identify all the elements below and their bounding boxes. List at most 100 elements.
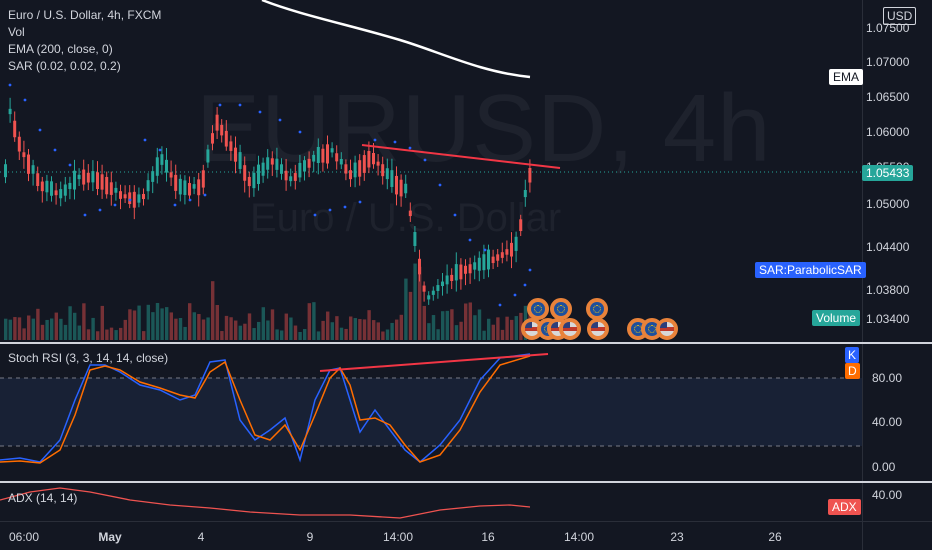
volume-bar <box>321 320 325 340</box>
candle-body <box>238 152 242 169</box>
candle-body <box>266 157 270 170</box>
candle-body <box>215 114 219 131</box>
volume-bar <box>298 331 302 340</box>
volume-bar <box>358 319 362 340</box>
us-flag-icon[interactable] <box>656 318 678 340</box>
adx-tick: 40.00 <box>872 488 903 502</box>
volume-bar <box>326 311 330 340</box>
us-flag-icon[interactable] <box>587 318 609 340</box>
candle-body <box>436 285 440 291</box>
candle-body <box>280 164 283 174</box>
volume-bar <box>473 315 477 340</box>
volume-bar <box>201 319 206 340</box>
candle-body <box>229 141 233 151</box>
candle-body <box>128 192 132 205</box>
symbol-title[interactable]: Euro / U.S. Dollar, 4h, FXCM <box>8 8 162 22</box>
volume-bar <box>519 312 523 340</box>
volume-bar <box>91 317 95 340</box>
candle-body <box>252 172 256 189</box>
price-tick: 1.07500 <box>866 21 910 35</box>
volume-bar <box>119 327 123 340</box>
candle-body <box>431 290 435 295</box>
candle-body <box>257 164 260 185</box>
main-legend: Euro / U.S. Dollar, 4h, FXCM Vol EMA (20… <box>8 7 161 75</box>
candle-body <box>303 160 306 172</box>
volume-bar <box>454 325 459 340</box>
candle-body <box>326 144 329 164</box>
stoch-tick: 80.00 <box>872 371 903 385</box>
stoch-tick: 40.00 <box>872 415 903 429</box>
volume-bar <box>482 330 486 340</box>
currency-button[interactable]: USD <box>883 7 917 25</box>
volume-bar <box>132 310 137 340</box>
volume-bar <box>234 320 238 340</box>
volume-bar <box>376 322 380 340</box>
volume-bar <box>459 321 463 340</box>
volume-bar <box>73 312 77 340</box>
volume-bar <box>464 303 468 340</box>
candle-body <box>321 148 325 163</box>
candle-body <box>155 157 159 176</box>
sar-legend[interactable]: SAR (0.02, 0.02, 0.2) <box>8 59 121 73</box>
sar-dot <box>453 213 457 217</box>
volume-bar <box>238 325 242 340</box>
volume-bar <box>330 322 334 340</box>
candle-body <box>344 164 348 174</box>
adx-legend[interactable]: ADX (14, 14) <box>8 491 78 505</box>
us-flag-icon[interactable] <box>559 318 581 340</box>
volume-bar <box>215 304 219 340</box>
sar-dot <box>408 146 412 150</box>
volume-bar <box>422 305 426 340</box>
volume-bar <box>390 322 394 340</box>
volume-bar <box>431 315 436 340</box>
volume-bar <box>413 263 417 340</box>
vol-legend[interactable]: Vol <box>8 25 25 39</box>
volume-bar <box>220 331 224 340</box>
candle-body <box>192 184 196 189</box>
sar-dot <box>238 103 242 107</box>
candle-body <box>132 191 136 208</box>
sar-dot <box>98 208 102 212</box>
volume-bar <box>284 313 288 340</box>
sar-dot <box>343 205 347 209</box>
volume-bar <box>155 302 160 340</box>
candle-body <box>372 152 375 165</box>
volume-bar <box>252 328 256 340</box>
time-label: 4 <box>197 530 205 544</box>
volume-bar <box>82 303 86 340</box>
sar-dot <box>328 208 332 212</box>
stoch-d-line <box>0 355 531 464</box>
candle-body <box>413 232 417 246</box>
candle-body <box>307 158 311 168</box>
eu-flag-icon[interactable] <box>586 298 608 320</box>
sar-dot <box>513 293 517 297</box>
eu-flag-icon[interactable] <box>527 298 549 320</box>
volume-bar <box>385 329 390 340</box>
volume-bar <box>266 320 270 340</box>
candle-body <box>59 189 63 199</box>
stoch-legend[interactable]: Stoch RSI (3, 3, 14, 14, close) <box>8 351 169 365</box>
candle-body <box>178 178 182 195</box>
ema-legend[interactable]: EMA (200, close, 0) <box>8 42 113 56</box>
candle-body <box>450 274 454 281</box>
candle-body <box>50 181 53 196</box>
volume-bar <box>261 307 265 340</box>
volume-bar <box>270 309 275 340</box>
price-tick: 1.05000 <box>866 197 910 211</box>
volume-bar <box>395 319 399 340</box>
eu-flag-icon[interactable] <box>550 298 572 320</box>
candle-body <box>183 180 187 195</box>
pane-separator-stoch[interactable] <box>0 481 932 483</box>
candle-body <box>206 149 210 163</box>
candle-body <box>298 162 302 178</box>
volume-bar <box>491 324 495 340</box>
candle-body <box>114 187 118 193</box>
candle-body <box>119 191 122 199</box>
pane-separator-main[interactable] <box>0 342 932 344</box>
candle-body <box>77 174 81 180</box>
time-label: 26 <box>768 530 782 544</box>
candle-body <box>404 183 408 194</box>
stoch-tick: 0.00 <box>872 460 896 474</box>
candle-body <box>8 108 12 115</box>
